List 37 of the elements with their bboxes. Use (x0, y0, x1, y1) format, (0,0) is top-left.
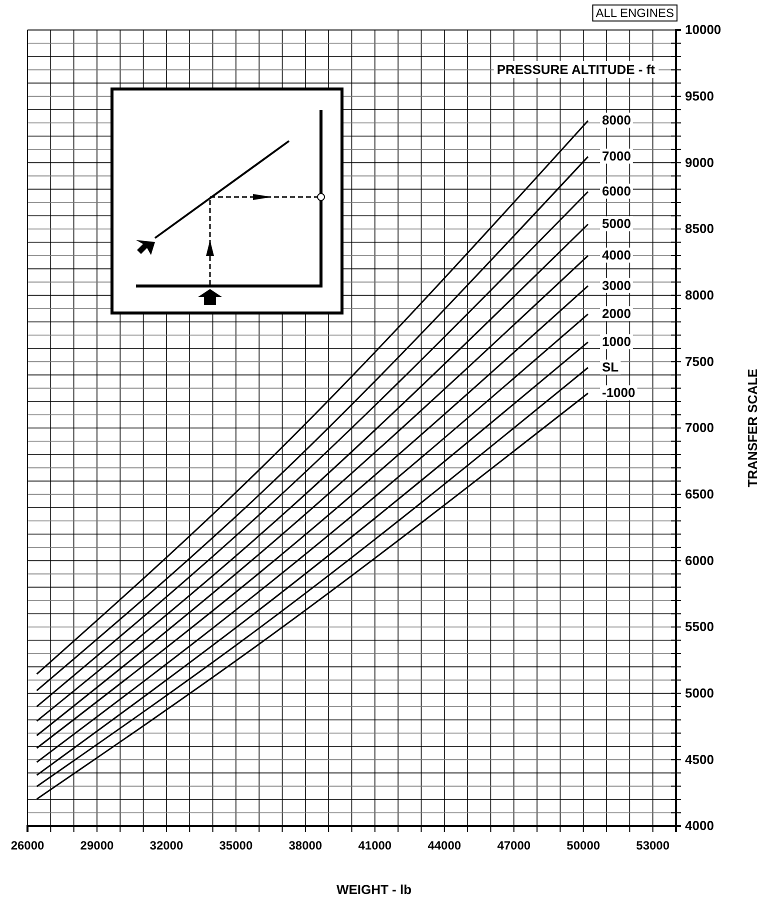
x-tick-label: 38000 (288, 838, 322, 852)
series-label: 4000 (602, 248, 631, 263)
y-tick-label: 5000 (685, 685, 714, 700)
series-label: -1000 (602, 385, 636, 400)
x-axis-title: WEIGHT - lb (336, 882, 412, 897)
x-tick-label: 26000 (10, 838, 45, 852)
y-axis-title: TRANSFER SCALE (745, 368, 760, 488)
series-label: 7000 (602, 148, 631, 164)
series-label: 6000 (602, 184, 631, 199)
series-label: 8000 (602, 112, 631, 128)
y-tick-label: 9000 (685, 154, 714, 170)
y-tick-label: 9500 (685, 88, 714, 104)
text: ALL ENGINES (596, 6, 674, 20)
series-label: 1000 (602, 334, 631, 350)
y-tick-label: 6000 (685, 552, 714, 568)
y-tick-label: 8500 (685, 221, 714, 236)
x-tick-label: 32000 (150, 838, 184, 852)
series-label: SL (602, 360, 619, 375)
y-tick-label: 8000 (685, 287, 714, 302)
x-tick-label: 50000 (566, 838, 600, 852)
x-tick-label: 47000 (497, 838, 531, 852)
y-tick-label: 10000 (685, 22, 722, 38)
y-tick-label: 7000 (685, 420, 714, 436)
x-tick-label: 41000 (358, 838, 392, 852)
y-tick-label: 5500 (685, 619, 714, 634)
series-label: 5000 (602, 216, 631, 232)
legend-title: PRESSURE ALTITUDE - ft (496, 62, 656, 77)
x-tick-label: 53000 (636, 838, 670, 852)
y-tick-label: 4000 (685, 818, 714, 834)
y-tick-label: 4500 (685, 752, 714, 767)
series-label: 3000 (602, 278, 631, 293)
y-tick-label: 6500 (685, 486, 714, 502)
series-label: 2000 (602, 306, 631, 322)
x-tick-label: 35000 (219, 838, 253, 852)
y-tick-label: 7500 (685, 354, 714, 369)
x-tick-label: 44000 (428, 838, 462, 852)
x-tick-label: 29000 (80, 838, 114, 852)
